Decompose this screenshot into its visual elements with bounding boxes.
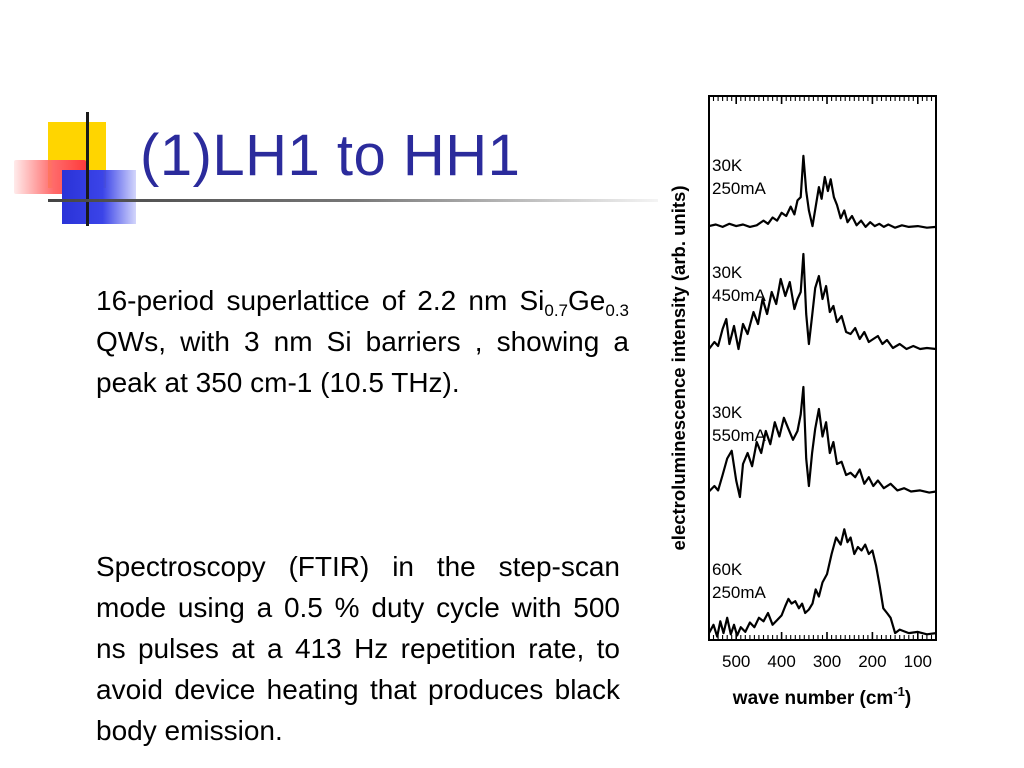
plot-frame bbox=[708, 95, 937, 641]
x-tick-label: 500 bbox=[722, 652, 750, 671]
x-tick-labels: 500 400 300 200 100 bbox=[722, 652, 932, 671]
x-tick-label: 400 bbox=[767, 652, 795, 671]
si-symbol: Si bbox=[519, 285, 545, 316]
spectrum-line-1 bbox=[708, 154, 937, 229]
spectroscopy-paragraph: Spectroscopy (FTIR) in the step-scan mod… bbox=[96, 551, 620, 746]
slide-title: (1)LH1 to HH1 bbox=[140, 123, 521, 188]
title-underline bbox=[48, 199, 658, 202]
tick-marks bbox=[712, 96, 937, 640]
decorative-blue-square bbox=[62, 170, 136, 224]
series-temperature-label: 30K bbox=[712, 403, 743, 422]
spectrum-line-4 bbox=[708, 528, 937, 638]
x-axis-label-close: ) bbox=[905, 688, 911, 709]
si-fraction: 0.7 bbox=[544, 301, 569, 320]
ge-fraction: 0.3 bbox=[605, 301, 630, 320]
x-axis-label-exponent: -1 bbox=[893, 684, 905, 699]
series-temperature-label: 30K bbox=[712, 156, 743, 175]
spectrum-line-3 bbox=[708, 385, 937, 499]
spectra-group: 30K 250mA 30K 450mA 30K 550mA 60K 250mA bbox=[708, 154, 937, 638]
x-tick-label: 200 bbox=[858, 652, 886, 671]
x-axis-label-text: wave number (cm bbox=[732, 688, 894, 709]
x-tick-label: 100 bbox=[904, 652, 932, 671]
x-tick-label: 300 bbox=[813, 652, 841, 671]
x-axis-label: wave number (cm-1) bbox=[732, 684, 911, 709]
para1-rest: QWs, with 3 nm Si barriers , showing a p… bbox=[96, 326, 629, 398]
y-axis-label: electroluminescence intensity (arb. unit… bbox=[668, 186, 689, 551]
series-temperature-label: 60K bbox=[712, 560, 743, 579]
series-current-label: 250mA bbox=[712, 583, 767, 602]
series-current-label: 250mA bbox=[712, 179, 767, 198]
series-temperature-label: 30K bbox=[712, 263, 743, 282]
superlattice-paragraph: 16-period superlattice of 2.2 nm Si0.7Ge… bbox=[96, 280, 629, 403]
ge-symbol: Ge bbox=[568, 285, 606, 316]
electroluminescence-chart: 30K 250mA 30K 450mA 30K 550mA 60K 250mA 500 400 3… bbox=[668, 95, 937, 709]
series-current-label: 550mA bbox=[712, 426, 767, 445]
series-current-label: 450mA bbox=[712, 286, 767, 305]
spectrum-line-2 bbox=[708, 252, 937, 351]
para1-line1: 16-period superlattice of 2.2 nm bbox=[96, 285, 508, 316]
decorative-vertical-line bbox=[86, 112, 89, 226]
